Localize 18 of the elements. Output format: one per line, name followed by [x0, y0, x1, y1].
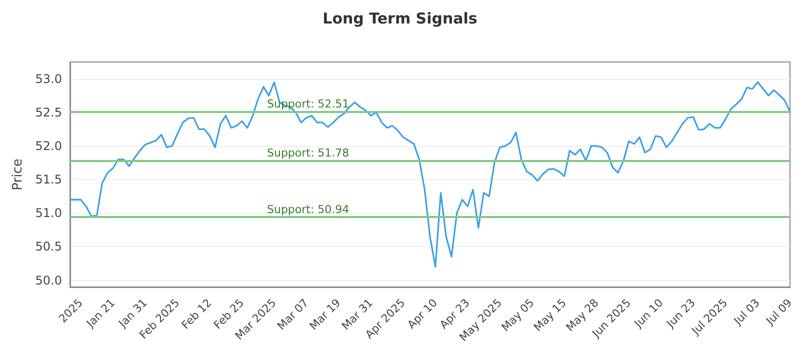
y-tick-label: 51.0	[35, 206, 62, 220]
chart-title: Long Term Signals	[322, 10, 478, 28]
x-tick-label: Jan 21	[83, 296, 118, 331]
ref-line-label: Support: 51.78	[267, 146, 350, 160]
x-tick-label: Feb 12	[179, 296, 214, 332]
ref-line-label: Support: 50.94	[267, 203, 350, 216]
y-axis-title: Price	[10, 158, 26, 190]
y-tick-label: 50.5	[35, 240, 62, 254]
x-tick-label: Apr 10	[404, 296, 440, 332]
y-tick-label: 50.0	[35, 273, 62, 288]
y-tick-label: 51.5	[35, 172, 62, 187]
y-tick-label: 52.5	[35, 105, 62, 120]
x-tick-label: Jul 03	[730, 296, 762, 328]
y-tick-label: 53.0	[35, 72, 62, 86]
x-tick-label: Jun 10	[631, 296, 666, 331]
x-tick-label: Jul 09	[762, 296, 795, 328]
line-series	[69, 81, 791, 268]
y-tick-label: 52.0	[35, 138, 62, 153]
